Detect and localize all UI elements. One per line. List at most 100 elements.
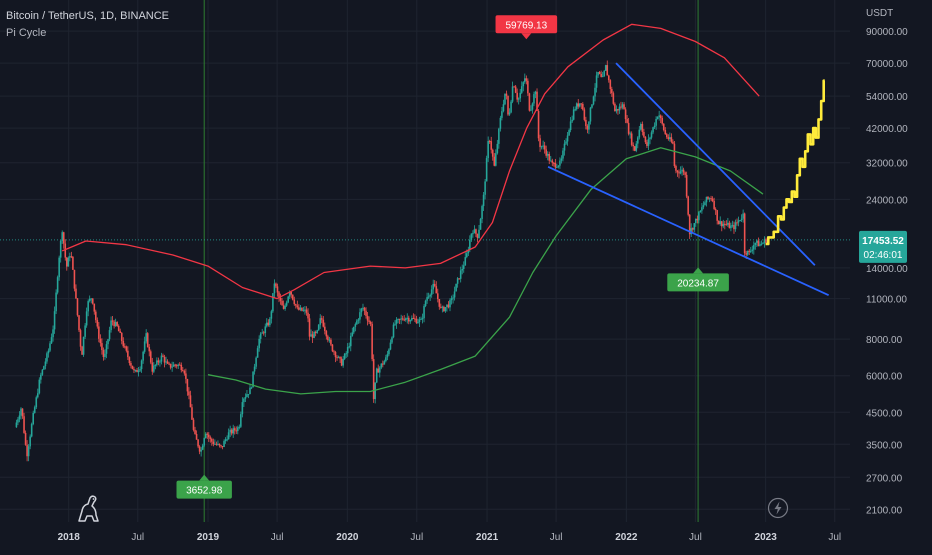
candle-body (626, 119, 628, 123)
candle-body (491, 149, 494, 157)
low-marker-label-text: 20234.87 (677, 278, 719, 289)
candle-body (146, 333, 149, 348)
trendline (615, 62, 816, 266)
x-tick-label: Jul (271, 532, 284, 543)
candle-body (725, 224, 728, 226)
candle-body (264, 326, 267, 334)
candle-body (298, 307, 300, 310)
candle-body (195, 433, 198, 440)
candle-body (614, 103, 616, 112)
candle-body (232, 428, 235, 434)
candle-body (591, 104, 593, 108)
candle-body (105, 344, 108, 354)
candle-body (727, 222, 729, 225)
candle-body (371, 323, 373, 360)
candle-body (125, 346, 128, 351)
low-marker-label-box (176, 480, 232, 499)
candle-body (162, 355, 164, 357)
candle-body (81, 346, 83, 355)
candle-body (177, 364, 180, 366)
candle-body (18, 415, 21, 420)
candle-body (172, 364, 175, 367)
candle-body (658, 115, 660, 118)
candle-body (653, 125, 656, 128)
last-price-value: 17453.52 (862, 236, 904, 247)
candle-body (104, 353, 106, 357)
candle-body (414, 318, 416, 320)
candle-body (140, 360, 143, 370)
candle-body (368, 320, 370, 322)
candle-body (571, 119, 573, 122)
candle-body (211, 438, 213, 442)
candle-body (562, 150, 564, 159)
candle-body (672, 141, 674, 144)
candle-body (278, 292, 280, 298)
candle-body (357, 319, 360, 321)
candle-body (73, 269, 76, 289)
candle-body (577, 103, 580, 107)
candle-body (516, 92, 518, 100)
candle-body (377, 368, 380, 373)
candle-body (546, 153, 549, 156)
candle-body (349, 335, 352, 347)
candle-body (206, 433, 209, 435)
candle-body (601, 76, 604, 78)
candle-body (565, 141, 567, 144)
candle-body (351, 332, 354, 336)
candle-body (743, 213, 746, 254)
candle-body (698, 212, 700, 221)
candle-body (551, 160, 554, 163)
candle-body (204, 433, 207, 439)
candle-body (269, 318, 271, 326)
candle-body (209, 437, 212, 439)
candle-body (470, 233, 473, 240)
top-marker-label-text: 59769.13 (505, 20, 547, 31)
candle-body (423, 306, 425, 319)
y-tick-label: 3500.00 (866, 440, 903, 451)
candle-body (762, 242, 764, 244)
y-tick-label: 70000.00 (866, 59, 908, 70)
dino-logo-icon[interactable] (76, 495, 102, 523)
candle-body (33, 407, 36, 413)
candle-body (360, 308, 363, 313)
candle-body (52, 329, 54, 338)
candle-body (111, 320, 114, 322)
candle-body (760, 243, 763, 245)
candle-body (436, 293, 439, 299)
candle-body (116, 322, 118, 326)
candle-body (484, 181, 486, 195)
candle-body (157, 360, 160, 363)
low-marker-label: 3652.98 (176, 474, 232, 499)
candle-body (687, 196, 689, 215)
candle-body (217, 443, 219, 445)
lightning-icon[interactable] (767, 497, 789, 519)
candle-body (389, 342, 392, 350)
candle-body (198, 446, 201, 452)
candle-body (681, 169, 683, 172)
y-tick-label: 4500.00 (866, 408, 903, 419)
candle-body (604, 65, 607, 71)
candle-body (252, 371, 254, 388)
candle-body (388, 349, 390, 355)
candle-body (716, 210, 718, 221)
candle-body (549, 160, 552, 162)
candle-body (336, 357, 338, 359)
candle-body (636, 137, 639, 144)
candle-body (70, 256, 73, 258)
candle-body (385, 357, 387, 362)
candle-body (201, 445, 204, 450)
candle-body (320, 318, 323, 320)
candle-body (127, 350, 129, 358)
candle-body (241, 402, 244, 415)
candle-body (403, 319, 405, 321)
x-tick-label: Jul (828, 532, 841, 543)
candle-body (756, 240, 758, 243)
low-marker-label: 20234.87 (667, 267, 729, 292)
candle-body (29, 436, 31, 447)
candle-body (340, 358, 343, 366)
candle-body (327, 336, 329, 341)
candle-body (592, 96, 595, 105)
candle-body (734, 222, 737, 230)
